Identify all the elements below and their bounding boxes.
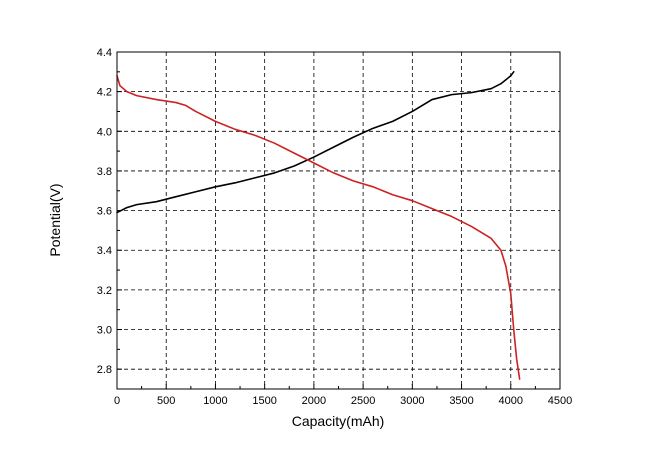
y-tick-label: 3.0 <box>97 325 112 337</box>
x-tick-label: 3500 <box>449 395 473 407</box>
y-tick-label: 4.0 <box>97 126 112 138</box>
x-tick-label: 2500 <box>351 395 375 407</box>
plot-frame <box>116 51 561 390</box>
y-tick-label: 3.2 <box>97 285 112 297</box>
x-tick-label: 1000 <box>203 395 227 407</box>
y-tick-label: 3.6 <box>97 206 112 218</box>
axis-ticks <box>116 51 561 390</box>
series-line-1 <box>116 71 515 214</box>
y-tick-label: 4.4 <box>97 47 112 59</box>
x-tick-label: 4500 <box>548 395 572 407</box>
tick-labels: 0 500 1000 1500 2000 2500 3000 3500 4000 4500 2.8 3… <box>97 47 573 407</box>
x-tick-label: 1500 <box>252 395 276 407</box>
x-tick-label: 500 <box>157 395 175 407</box>
y-axis-label: Potential(V) <box>47 183 63 256</box>
x-axis-label: Capacity(mAh) <box>292 413 385 429</box>
x-tick-label: 4000 <box>499 395 523 407</box>
y-tick-label: 3.8 <box>97 166 112 178</box>
y-tick-label: 3.4 <box>97 245 112 257</box>
y-tick-label: 4.2 <box>97 87 112 99</box>
series-line-2 <box>116 74 521 380</box>
y-tick-label: 2.8 <box>97 364 112 376</box>
x-tick-label: 2000 <box>302 395 326 407</box>
gridlines <box>117 52 560 389</box>
x-tick-label: 0 <box>114 395 120 407</box>
x-tick-label: 3000 <box>400 395 424 407</box>
plot-series <box>116 71 521 380</box>
